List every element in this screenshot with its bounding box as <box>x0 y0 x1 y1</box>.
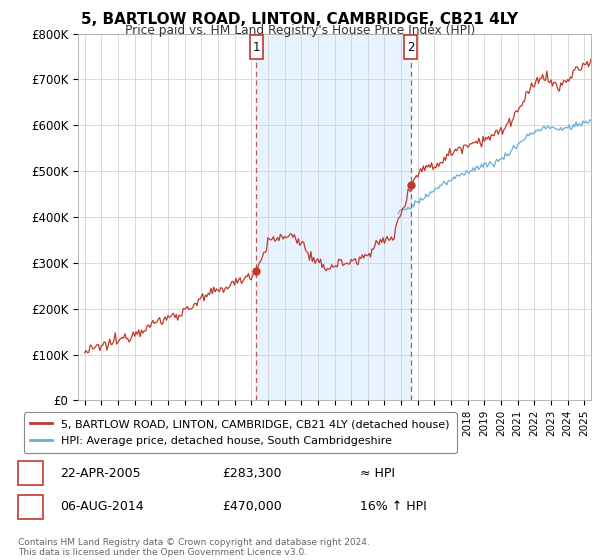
Text: 5, BARTLOW ROAD, LINTON, CAMBRIDGE, CB21 4LY: 5, BARTLOW ROAD, LINTON, CAMBRIDGE, CB21… <box>82 12 518 27</box>
FancyBboxPatch shape <box>250 35 263 59</box>
Text: 2: 2 <box>407 41 415 54</box>
Text: Price paid vs. HM Land Registry's House Price Index (HPI): Price paid vs. HM Land Registry's House … <box>125 24 475 36</box>
Text: £283,300: £283,300 <box>222 466 281 480</box>
Text: 16% ↑ HPI: 16% ↑ HPI <box>360 500 427 514</box>
Bar <box>256 34 411 400</box>
FancyBboxPatch shape <box>404 35 418 59</box>
Text: 1: 1 <box>253 41 260 54</box>
Text: 1: 1 <box>26 466 35 480</box>
Text: Contains HM Land Registry data © Crown copyright and database right 2024.
This d: Contains HM Land Registry data © Crown c… <box>18 538 370 557</box>
Text: 2: 2 <box>26 500 35 514</box>
Text: 22-APR-2005: 22-APR-2005 <box>60 466 140 480</box>
Text: ≈ HPI: ≈ HPI <box>360 466 395 480</box>
Legend: 5, BARTLOW ROAD, LINTON, CAMBRIDGE, CB21 4LY (detached house), HPI: Average pric: 5, BARTLOW ROAD, LINTON, CAMBRIDGE, CB21… <box>23 412 457 453</box>
Text: £470,000: £470,000 <box>222 500 282 514</box>
Text: 06-AUG-2014: 06-AUG-2014 <box>60 500 143 514</box>
